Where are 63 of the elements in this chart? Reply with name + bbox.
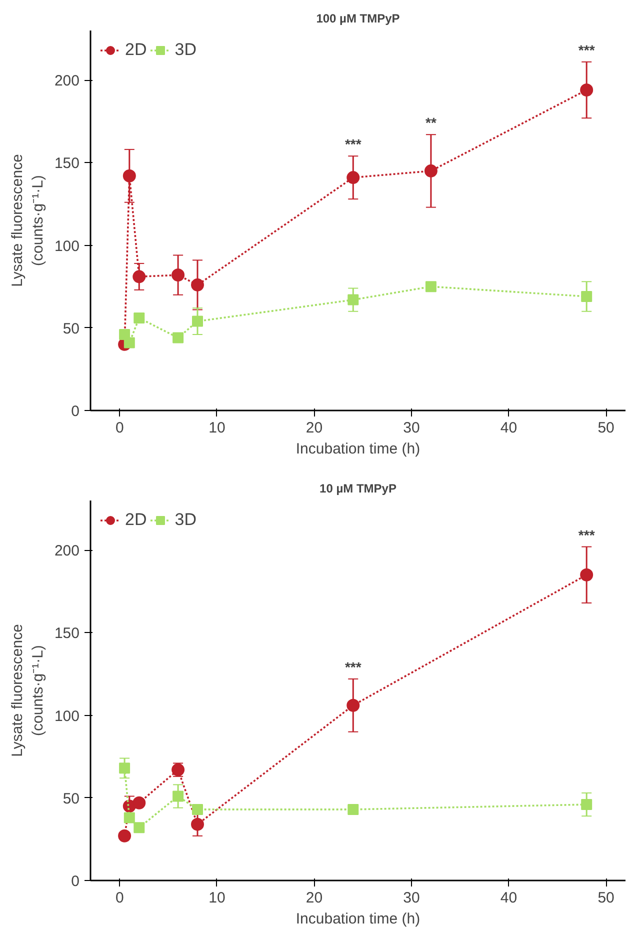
annotation: ***: [578, 526, 596, 543]
point: [134, 822, 145, 834]
point: [119, 762, 130, 774]
annotation: ***: [344, 658, 362, 675]
point: [424, 164, 438, 178]
legend-label: 2D: [125, 510, 147, 530]
point: [124, 812, 135, 824]
y-tick-label: 150: [54, 625, 80, 642]
x-tick-label: 0: [116, 420, 124, 436]
point: [581, 799, 592, 810]
point: [192, 316, 203, 327]
point: [580, 83, 594, 96]
point: [581, 291, 592, 302]
legend-label: 3D: [174, 40, 196, 60]
point: [134, 312, 145, 324]
y-tick-label: 50: [62, 320, 80, 338]
y-tick-label: 200: [54, 542, 80, 560]
annotation: **: [426, 114, 437, 131]
x-tick-label: 50: [598, 420, 614, 436]
y-axis-title: Lysate fluorescence (counts·g⁻¹·L): [9, 154, 46, 287]
x-tick-label: 30: [403, 420, 420, 436]
point: [172, 268, 185, 282]
x-tick-label: 0: [116, 890, 124, 906]
legend-label: 2D: [125, 40, 147, 60]
point: [191, 818, 204, 831]
y-tick-label: 0: [71, 873, 80, 890]
annotation: ***: [578, 42, 596, 58]
point: [192, 804, 203, 815]
x-tick-label: 40: [500, 890, 518, 906]
point: [172, 332, 184, 344]
x-tick-label: 50: [598, 890, 614, 906]
point: [580, 568, 594, 582]
x-axis-title: Incubation time (h): [296, 910, 420, 928]
y-tick-label: 150: [54, 155, 80, 172]
point: [124, 337, 135, 348]
point: [122, 169, 136, 182]
chart-title: 100 µM TMPyP: [316, 12, 400, 26]
point: [348, 804, 359, 815]
point: [346, 698, 360, 712]
point: [118, 829, 132, 842]
x-tick-label: 30: [403, 890, 420, 906]
point: [132, 796, 146, 810]
x-tick-label: 10: [208, 890, 226, 906]
point: [132, 270, 146, 284]
point: [172, 790, 184, 802]
x-tick-label: 40: [500, 420, 518, 436]
point: [346, 171, 360, 184]
point: [191, 278, 204, 292]
x-tick-label: 10: [208, 420, 226, 436]
x-tick-label: 20: [306, 890, 323, 906]
annotation: ***: [344, 136, 362, 152]
point: [348, 294, 359, 306]
y-tick-label: 100: [54, 238, 80, 255]
legend-label: 3D: [174, 510, 196, 530]
y-tick-label: 100: [54, 708, 80, 725]
y-axis-title: Lysate fluorescence (counts·g⁻¹·L): [9, 624, 46, 757]
y-tick-label: 0: [71, 403, 80, 420]
x-tick-label: 20: [306, 420, 323, 436]
chart-title: 10 µM TMPyP: [320, 482, 396, 496]
x-axis-title: Incubation time (h): [296, 440, 420, 458]
y-tick-label: 200: [54, 72, 80, 90]
y-tick-label: 50: [62, 790, 80, 808]
point: [425, 281, 436, 292]
